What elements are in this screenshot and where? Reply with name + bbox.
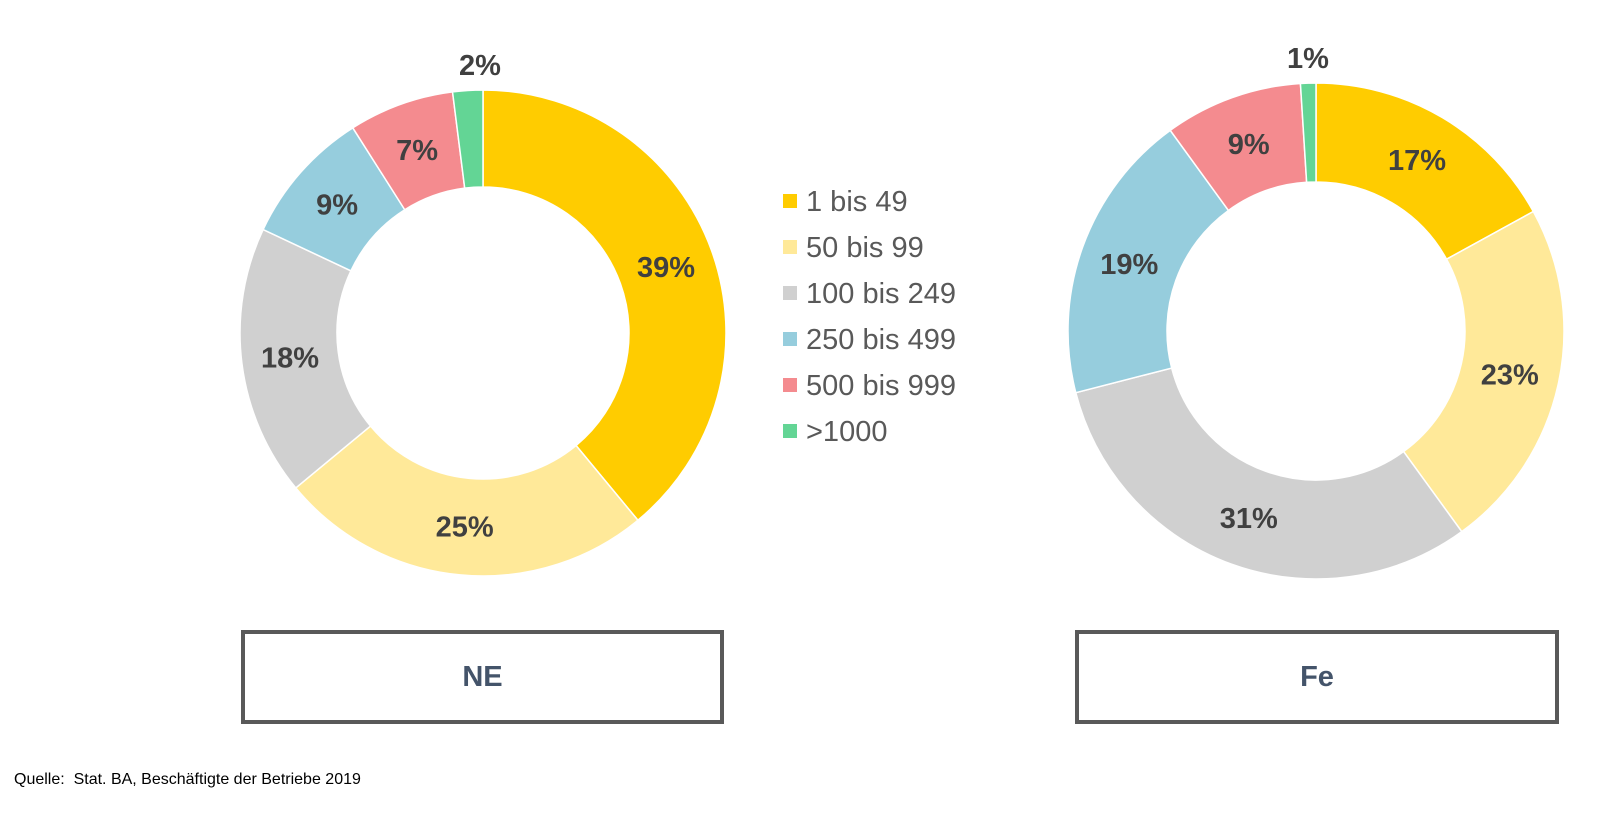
source-label: Quelle: (14, 771, 65, 788)
legend-swatch-250-bis-499 (783, 332, 797, 346)
slice-label-fe-1000: 1% (1287, 43, 1329, 75)
donut-ne: 39% 25% 18% 9% 7% 2% (239, 50, 727, 577)
slice-fe-50-bis-99 (1402, 210, 1565, 533)
slice-label-ne-50-bis-99: 25% (436, 512, 494, 544)
legend-swatch-1-bis-49 (783, 194, 797, 208)
slice-ne-50-bis-99 (294, 425, 639, 577)
legend-swatch-1000 (783, 424, 797, 438)
slice-fe-1-bis-49 (1315, 82, 1535, 261)
source-text: Stat. BA, Beschäftigte der Betriebe 2019 (73, 771, 361, 788)
legend-label-50-bis-99: 50 bis 99 (806, 232, 924, 264)
source-note: Quelle: Stat. BA, Beschäftigte der Betri… (14, 771, 361, 789)
slice-label-fe-1-bis-49: 17% (1388, 145, 1446, 177)
donut-fe: 17% 23% 31% 19% 9% 1% (1067, 43, 1565, 580)
chart-title-ne: NE (241, 630, 724, 724)
legend-label-1000: >1000 (806, 416, 887, 448)
slice-label-ne-500-bis-999: 7% (396, 135, 438, 167)
slice-label-fe-50-bis-99: 23% (1481, 359, 1539, 391)
legend-label-500-bis-999: 500 bis 999 (806, 370, 956, 402)
slice-label-ne-1-bis-49: 39% (637, 252, 695, 284)
legend-label-1-bis-49: 1 bis 49 (806, 186, 908, 218)
slice-ne-1-bis-49 (482, 89, 727, 522)
slice-label-ne-100-bis-249: 18% (261, 342, 319, 374)
slice-label-fe-500-bis-999: 9% (1228, 129, 1270, 161)
slice-fe-250-bis-499 (1067, 129, 1230, 394)
slice-ne-1000 (451, 89, 484, 189)
slice-label-ne-1000: 2% (459, 50, 501, 82)
slice-fe-1000 (1299, 82, 1317, 184)
legend-swatch-50-bis-99 (783, 240, 797, 254)
slice-label-ne-250-bis-499: 9% (316, 189, 358, 221)
legend-label-250-bis-499: 250 bis 499 (806, 324, 956, 356)
legend-swatch-100-bis-249 (783, 286, 797, 300)
chart-title-fe: Fe (1075, 630, 1559, 724)
legend-swatch-500-bis-999 (783, 378, 797, 392)
legend: 1 bis 49 50 bis 99 100 bis 249 250 bis 499 5… (783, 186, 956, 448)
slice-ne-100-bis-249 (239, 228, 372, 489)
slice-fe-100-bis-249 (1074, 367, 1463, 580)
slice-label-fe-250-bis-499: 19% (1100, 249, 1158, 281)
slice-label-fe-100-bis-249: 31% (1220, 503, 1278, 535)
legend-label-100-bis-249: 100 bis 249 (806, 278, 956, 310)
